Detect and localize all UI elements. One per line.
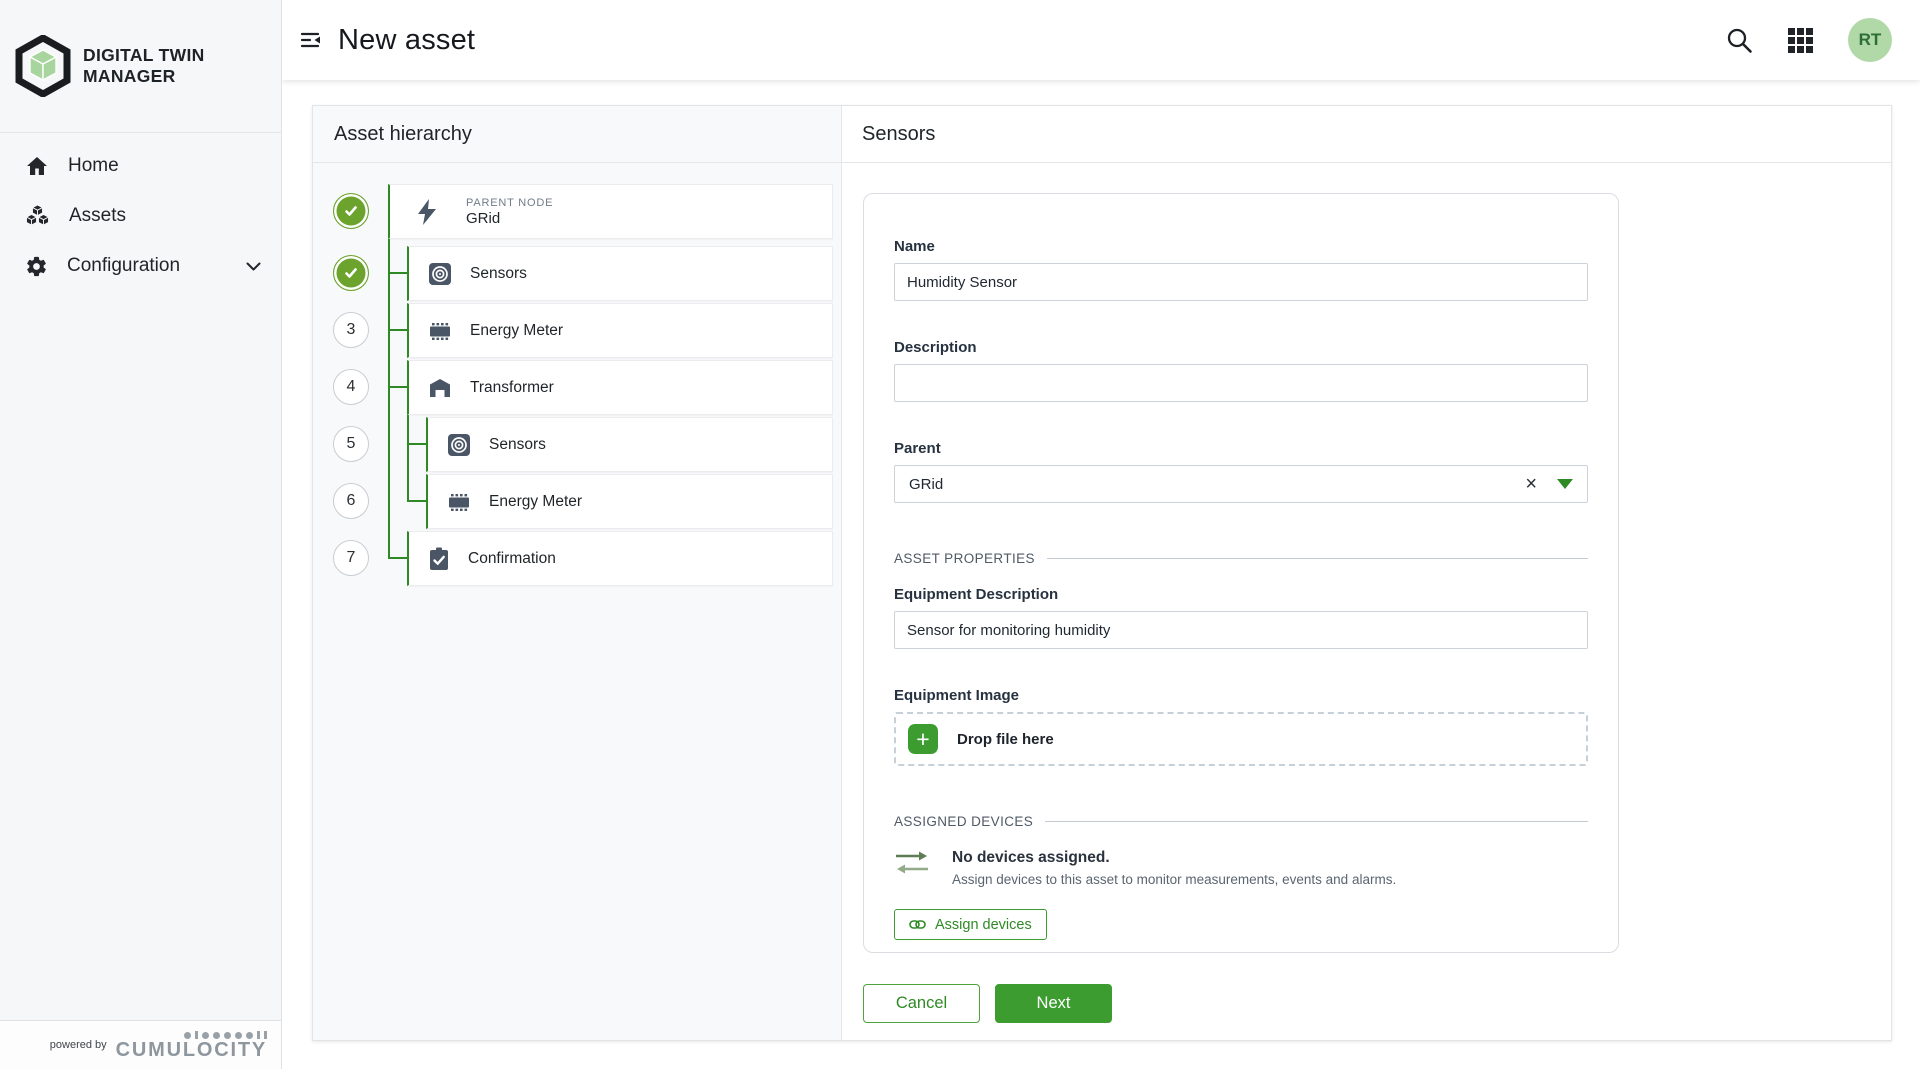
name-input[interactable]: [894, 263, 1588, 301]
no-devices-subtitle: Assign devices to this asset to monitor …: [952, 872, 1397, 887]
hierarchy-step-energy-meter[interactable]: Energy Meter: [407, 303, 833, 358]
sidebar-item-assets[interactable]: Assets: [0, 191, 281, 241]
equipment-image-label: Equipment Image: [894, 687, 1020, 704]
no-devices-title: No devices assigned.: [952, 849, 1110, 866]
step-1-done-indicator: [333, 193, 369, 229]
page-title: New asset: [338, 23, 476, 56]
tree-connector: [407, 415, 409, 502]
home-icon: [27, 157, 47, 175]
link-icon: [909, 920, 926, 929]
search-icon[interactable]: [1726, 27, 1753, 54]
step-4-number: 4: [333, 369, 369, 405]
header-actions: RT: [1726, 18, 1892, 62]
cancel-button[interactable]: Cancel: [863, 984, 980, 1023]
hierarchy-step-sensors[interactable]: Sensors: [407, 246, 833, 301]
parent-node-kicker: PARENT NODE: [466, 196, 554, 209]
wizard-actions: Cancel Next: [863, 984, 1112, 1023]
assigned-devices-section: ASSIGNED DEVICES: [894, 814, 1588, 829]
tree-connector: [388, 239, 390, 559]
collapse-sidebar-icon[interactable]: [300, 32, 322, 48]
sidebar-item-label: Assets: [69, 205, 127, 226]
sidebar-nav: Home Assets Co: [0, 133, 281, 291]
app-logo: DIGITAL TWIN MANAGER: [0, 0, 281, 133]
description-input[interactable]: [894, 364, 1588, 402]
step-5-number: 5: [333, 426, 369, 462]
sidebar-item-label: Home: [68, 155, 119, 176]
sidebar-item-label: Configuration: [67, 255, 181, 276]
parent-label: Parent: [894, 440, 941, 457]
powered-by-footer: powered by CUMULOCITY: [0, 1020, 281, 1069]
cumulocity-dots: [184, 1031, 267, 1039]
clipboard-check-icon: [430, 547, 448, 570]
tree-connector: [388, 557, 407, 559]
asset-form-card: Name Description Parent GRid × ASSET PRO…: [863, 193, 1619, 953]
tree-connector: [388, 386, 407, 388]
top-header: New asset RT: [282, 0, 1920, 80]
equipment-description-input[interactable]: [894, 611, 1588, 649]
cubes-icon: [25, 204, 50, 226]
sensor-icon: [448, 433, 470, 456]
add-file-icon[interactable]: +: [908, 724, 938, 754]
check-icon: [345, 268, 357, 278]
equipment-description-label: Equipment Description: [894, 586, 1059, 603]
asset-hierarchy-panel: Asset hierarchy PARENT NODE GRid: [313, 106, 842, 1040]
assigned-devices-title: ASSIGNED DEVICES: [894, 814, 1034, 829]
sidebar: DIGITAL TWIN MANAGER Home: [0, 0, 282, 1069]
hierarchy-step-transformer[interactable]: Transformer: [407, 360, 833, 415]
bolt-icon: [418, 198, 436, 225]
step-2-done-indicator: [333, 255, 369, 291]
hierarchy-step-energy-meter-child[interactable]: Energy Meter: [426, 474, 833, 529]
cumulocity-logo: CUMULOCITY: [115, 1031, 267, 1061]
transformer-building-icon: [430, 378, 450, 397]
tree-connector: [388, 272, 407, 274]
parent-node-label: GRid: [466, 209, 501, 227]
hierarchy-step-parent-node[interactable]: PARENT NODE GRid: [388, 184, 833, 239]
clear-icon[interactable]: ×: [1525, 473, 1537, 495]
next-button[interactable]: Next: [995, 984, 1112, 1023]
name-label: Name: [894, 238, 935, 255]
dropzone-label: Drop file here: [957, 730, 1054, 748]
form-panel-title: Sensors: [842, 106, 1891, 163]
assign-devices-button[interactable]: Assign devices: [894, 909, 1047, 940]
step-7-number: 7: [333, 540, 369, 576]
gear-icon: [27, 256, 46, 276]
chip-icon: [430, 322, 450, 340]
description-label: Description: [894, 339, 977, 356]
asset-properties-section: ASSET PROPERTIES: [894, 551, 1588, 566]
cumulocity-wordmark: CUMULOCITY: [115, 1039, 267, 1061]
chip-icon: [449, 493, 469, 511]
content-card: Asset hierarchy PARENT NODE GRid: [312, 105, 1892, 1041]
sidebar-item-configuration[interactable]: Configuration: [0, 241, 281, 291]
tree-connector: [388, 329, 407, 331]
app-title: DIGITAL TWIN MANAGER: [83, 45, 205, 86]
section-divider: [1045, 821, 1588, 822]
asset-properties-title: ASSET PROPERTIES: [894, 551, 1035, 566]
tree-connector: [407, 443, 426, 445]
hierarchy-step-confirmation[interactable]: Confirmation: [407, 531, 833, 586]
parent-select-value: GRid: [909, 475, 944, 493]
swap-arrows-icon: [896, 851, 928, 874]
caret-down-icon[interactable]: [1557, 479, 1573, 489]
step-3-number: 3: [333, 312, 369, 348]
chevron-down-icon: [246, 262, 261, 270]
no-devices-block: No devices assigned. Assign devices to t…: [894, 849, 1588, 887]
tree-connector: [407, 500, 426, 502]
app-switcher-icon[interactable]: [1787, 27, 1814, 54]
app-logo-icon: [15, 35, 71, 97]
section-divider: [1046, 558, 1588, 559]
parent-select[interactable]: GRid ×: [894, 465, 1588, 503]
powered-by-label: powered by: [49, 1039, 107, 1051]
step-6-number: 6: [333, 483, 369, 519]
hierarchy-step-sensors-child[interactable]: Sensors: [426, 417, 833, 472]
file-dropzone[interactable]: + Drop file here: [894, 712, 1588, 766]
check-icon: [345, 206, 357, 216]
user-avatar[interactable]: RT: [1848, 18, 1892, 62]
sensor-icon: [429, 262, 451, 285]
hierarchy-panel-title: Asset hierarchy: [313, 106, 841, 163]
sensors-form-panel: Sensors Name Description Parent GRid × A…: [842, 106, 1891, 1040]
sidebar-item-home[interactable]: Home: [0, 141, 281, 191]
